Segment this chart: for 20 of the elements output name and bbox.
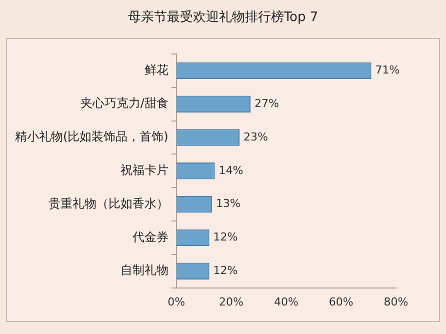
x-tick-label: 40%	[274, 295, 298, 308]
data-label: 71%	[375, 64, 400, 77]
data-label: 13%	[216, 197, 241, 210]
y-tick-label: 代金券	[131, 230, 168, 244]
y-tick-label: 贵重礼物（比如香水）	[48, 196, 168, 210]
y-tick-label: 鲜花	[144, 62, 168, 77]
y-tick-label: 祝福卡片	[120, 163, 168, 178]
y-tick-label: 自制礼物	[120, 263, 168, 278]
data-label: 27%	[254, 96, 279, 110]
x-tick-label: 0%	[168, 295, 186, 308]
y-tick-label: 精小礼物(比如装饰品，首饰)	[14, 130, 168, 144]
data-label: 12%	[213, 264, 238, 277]
x-tick-label: 80%	[384, 295, 408, 308]
chart-title: 母亲节最受欢迎礼物排行榜Top 7	[126, 9, 320, 26]
x-tick-label: 60%	[328, 295, 354, 308]
data-label: 14%	[218, 164, 244, 177]
data-label: 12%	[213, 230, 238, 244]
x-tick-label: 20%	[219, 295, 244, 308]
y-tick-label: 夹心巧克力/甜食	[80, 96, 168, 110]
data-label: 23%	[244, 130, 268, 144]
